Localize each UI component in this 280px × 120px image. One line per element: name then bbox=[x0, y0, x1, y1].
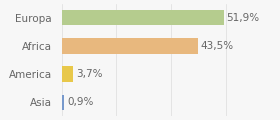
Text: 51,9%: 51,9% bbox=[227, 13, 260, 23]
Text: 43,5%: 43,5% bbox=[200, 41, 233, 51]
Text: 3,7%: 3,7% bbox=[76, 69, 102, 79]
Bar bbox=[62, 38, 198, 54]
Bar bbox=[62, 66, 73, 82]
Bar bbox=[62, 95, 64, 110]
Text: 0,9%: 0,9% bbox=[67, 97, 93, 107]
Bar bbox=[62, 10, 224, 25]
